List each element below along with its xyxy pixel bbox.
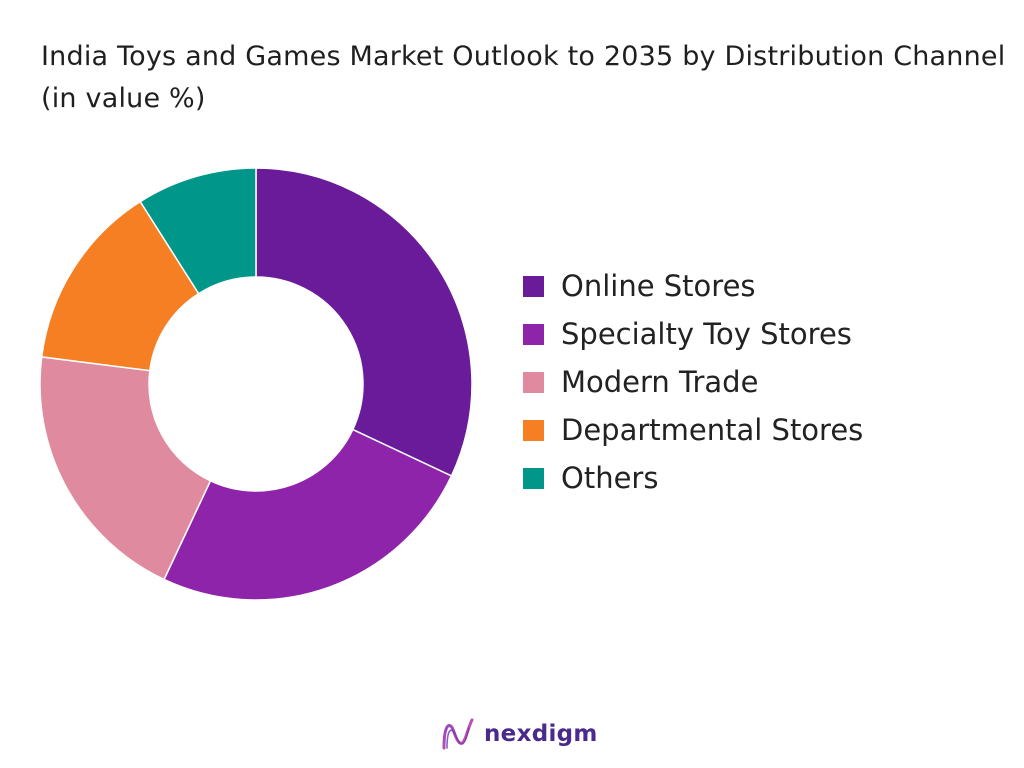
legend-swatch: [523, 323, 544, 345]
legend-label: Specialty Toy Stores: [561, 317, 852, 351]
brand-name: nexdigm: [484, 721, 598, 747]
legend-item-online-stores: Online Stores: [523, 262, 863, 310]
legend-item-departmental-stores: Departmental Stores: [523, 406, 863, 454]
donut-slices: [39, 167, 473, 601]
nexdigm-wave-logo-icon: [442, 718, 474, 750]
legend-swatch: [523, 419, 544, 441]
legend-item-others: Others: [523, 454, 863, 502]
donut-chart: [39, 167, 473, 601]
legend-swatch: [523, 275, 544, 297]
legend-label: Modern Trade: [561, 365, 759, 399]
donut-slice-departmental-stores: [40, 200, 200, 372]
donut-slice-modern-trade: [39, 356, 212, 581]
brand-footer: nexdigm: [438, 714, 598, 754]
legend-label: Departmental Stores: [561, 413, 864, 447]
legend-label: Online Stores: [561, 269, 756, 303]
legend-swatch: [523, 371, 544, 393]
legend-label: Others: [561, 461, 659, 495]
legend: Online Stores Specialty Toy Stores Moder…: [523, 262, 863, 502]
legend-item-specialty-toy-stores: Specialty Toy Stores: [523, 310, 863, 358]
legend-item-modern-trade: Modern Trade: [523, 358, 863, 406]
donut-slice-specialty-toy-stores: [163, 428, 453, 601]
donut-slice-online-stores: [255, 167, 473, 477]
chart-title: India Toys and Games Market Outlook to 2…: [41, 41, 1006, 114]
donut-slice-others: [139, 167, 257, 295]
legend-swatch: [523, 467, 544, 489]
